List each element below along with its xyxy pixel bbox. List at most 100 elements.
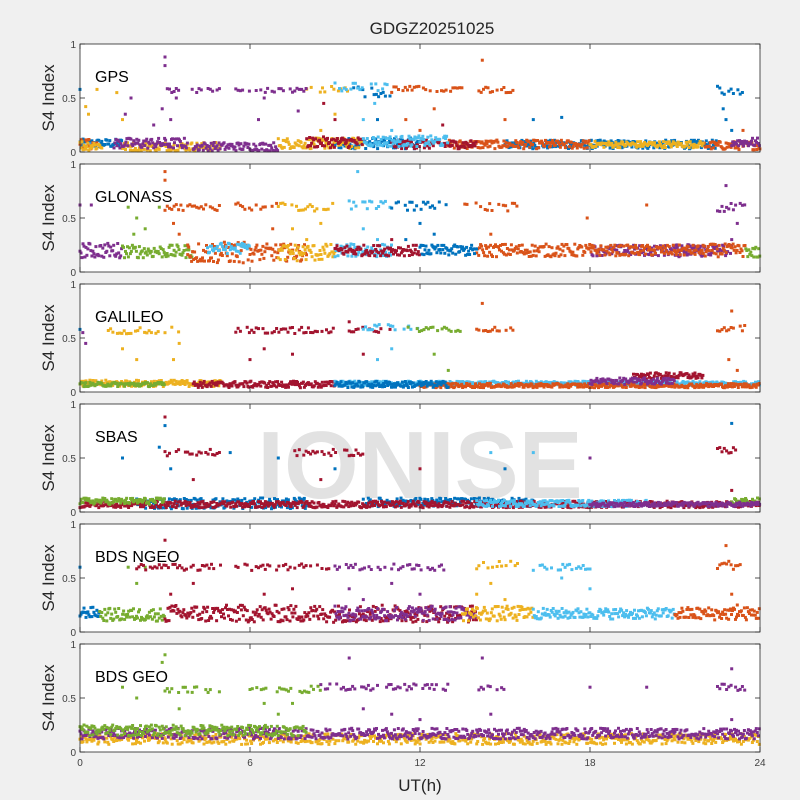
- data-point: [177, 380, 181, 384]
- data-point: [471, 381, 475, 385]
- data-point: [155, 142, 159, 146]
- data-point: [194, 506, 198, 510]
- data-point: [635, 145, 639, 149]
- data-point: [562, 244, 566, 248]
- data-point: [176, 148, 180, 152]
- data-point: [599, 383, 602, 387]
- data-point: [130, 149, 134, 153]
- series-3: [78, 325, 462, 389]
- data-point: [225, 145, 229, 148]
- data-point: [399, 251, 403, 255]
- data-point: [159, 247, 163, 250]
- data-point: [446, 382, 450, 386]
- data-point: [172, 248, 176, 252]
- data-point: [730, 385, 734, 389]
- data-point: [433, 140, 437, 144]
- data-point: [485, 142, 489, 145]
- data-point: [168, 505, 172, 509]
- data-point: [571, 144, 575, 148]
- data-point: [513, 145, 517, 148]
- data-point: [381, 251, 385, 255]
- data-point: [495, 88, 499, 92]
- data-point: [199, 497, 203, 501]
- data-point: [692, 142, 696, 146]
- data-point: [404, 238, 408, 242]
- data-point: [638, 253, 642, 257]
- data-point: [215, 502, 219, 505]
- data-point: [88, 380, 92, 384]
- data-point: [622, 244, 626, 248]
- data-point: [254, 245, 258, 249]
- data-point: [435, 90, 439, 93]
- data-point: [531, 143, 535, 147]
- data-point: [251, 149, 255, 153]
- data-point: [435, 384, 439, 388]
- data-point: [221, 500, 225, 504]
- data-point: [168, 451, 171, 455]
- data-point: [339, 380, 343, 384]
- data-point: [553, 138, 557, 142]
- data-point: [706, 147, 710, 150]
- data-point: [292, 379, 295, 383]
- data-point: [439, 386, 443, 390]
- data-point: [219, 241, 223, 245]
- data-point: [144, 250, 148, 254]
- data-point: [549, 138, 553, 142]
- data-point: [395, 497, 399, 501]
- data-point: [382, 379, 386, 383]
- data-point: [84, 381, 88, 385]
- data-point: [534, 139, 538, 143]
- data-point: [165, 87, 169, 91]
- data-point: [227, 242, 231, 246]
- data-point: [325, 328, 328, 332]
- data-point: [231, 498, 235, 502]
- data-point: [319, 253, 323, 256]
- data-point: [441, 248, 445, 252]
- data-point: [516, 144, 520, 148]
- data-point: [694, 385, 698, 389]
- data-point: [195, 143, 199, 147]
- data-point: [163, 64, 167, 68]
- data-point: [190, 452, 194, 456]
- data-point: [431, 140, 435, 144]
- data-point: [491, 255, 494, 258]
- data-point: [380, 143, 384, 147]
- data-point: [363, 503, 367, 507]
- data-point: [230, 142, 234, 146]
- data-point: [456, 382, 460, 386]
- data-point: [169, 253, 173, 256]
- data-point: [458, 250, 462, 254]
- data-point: [564, 383, 568, 387]
- data-point: [650, 141, 653, 145]
- data-point: [317, 136, 321, 140]
- data-point: [424, 244, 428, 248]
- data-point: [325, 244, 329, 248]
- data-point: [165, 454, 169, 458]
- data-point: [273, 384, 277, 388]
- data-point: [582, 385, 586, 389]
- data-point: [280, 505, 283, 509]
- data-point: [154, 145, 158, 149]
- data-point: [482, 386, 485, 390]
- data-point: [365, 253, 369, 257]
- data-point: [451, 382, 455, 386]
- data-point: [261, 205, 265, 209]
- data-point: [710, 251, 714, 255]
- data-point: [204, 505, 208, 509]
- data-point: [731, 140, 735, 144]
- data-point: [504, 91, 508, 95]
- data-point: [563, 254, 567, 258]
- data-point: [467, 249, 471, 253]
- data-point: [503, 144, 507, 148]
- data-point: [598, 138, 602, 142]
- data-point: [151, 141, 155, 145]
- data-point: [639, 249, 643, 253]
- data-point: [309, 331, 313, 334]
- data-point: [429, 134, 433, 138]
- data-point: [535, 147, 539, 151]
- data-point: [664, 371, 668, 375]
- data-point: [351, 381, 355, 385]
- data-point: [309, 382, 313, 386]
- data-point: [85, 139, 89, 143]
- data-point: [126, 255, 130, 259]
